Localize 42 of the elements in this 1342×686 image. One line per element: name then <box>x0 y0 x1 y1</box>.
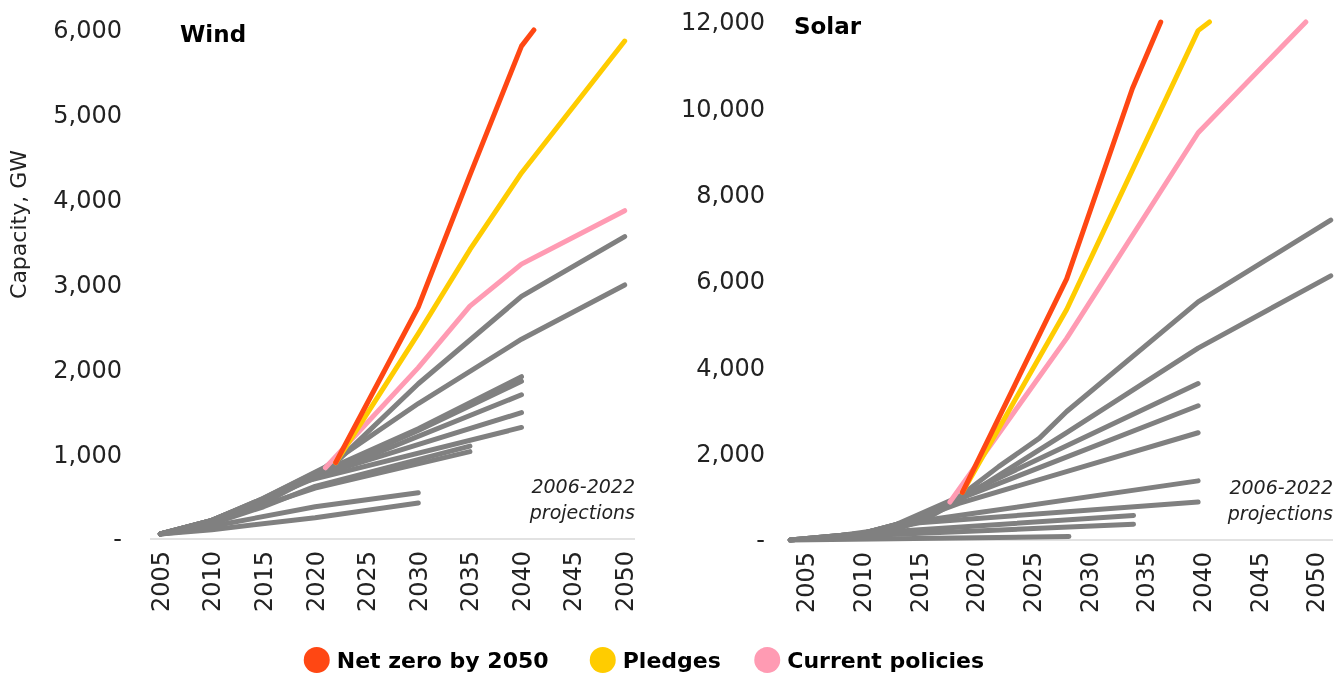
y-tick-label: 10,000 <box>681 94 765 123</box>
x-tick-label: 2015 <box>249 551 278 613</box>
x-tick-label: 2010 <box>198 551 227 613</box>
x-tick-label: 2050 <box>611 551 640 613</box>
annotation: 2006-2022 projections <box>528 475 636 523</box>
x-tick-label: 2020 <box>962 552 991 614</box>
x-tick-label: 2050 <box>1302 552 1331 614</box>
x-tick-label: 2030 <box>404 551 433 613</box>
y-tick-label: 4,000 <box>696 353 765 382</box>
x-tick-label: 2040 <box>1189 552 1218 614</box>
x-tick-label: 2030 <box>1075 552 1104 614</box>
x-tick-label: 2010 <box>849 552 878 614</box>
x-tick-label: 2025 <box>353 551 382 613</box>
x-tick-label: 2020 <box>301 551 330 613</box>
x-tick-label: 2035 <box>456 551 485 613</box>
y-tick-label: 6,000 <box>53 16 122 45</box>
x-tick-label: 2035 <box>1132 552 1161 614</box>
y-tick-label: 5,000 <box>53 101 122 130</box>
chart-title: Wind <box>180 21 247 48</box>
legend-label: Pledges <box>622 647 721 673</box>
x-tick-label: 2040 <box>507 551 536 613</box>
x-tick-label: 2045 <box>559 551 588 613</box>
x-tick-label: 2005 <box>792 552 821 614</box>
y-axis-title: Capacity, GW <box>6 149 31 299</box>
x-tick-label: 2015 <box>905 552 934 614</box>
chart-title: Solar <box>794 13 862 40</box>
y-tick-label: 12,000 <box>681 8 765 37</box>
annotation: 2006-2022 projections <box>1226 476 1334 524</box>
y-tick-label: 2,000 <box>696 440 765 469</box>
y-tick-label: 2,000 <box>53 355 122 384</box>
legend-label: Net zero by 2050 <box>336 647 549 673</box>
y-tick-label: 6,000 <box>696 267 765 296</box>
legend-label: Current policies <box>787 647 985 673</box>
y-tick-label: 3,000 <box>53 270 122 299</box>
y-tick-label: 4,000 <box>53 186 122 215</box>
x-tick-label: 2005 <box>146 551 175 613</box>
x-tick-label: 2045 <box>1245 552 1274 614</box>
x-tick-label: 2025 <box>1019 552 1048 614</box>
y-tick-label: - <box>113 525 122 554</box>
y-tick-label: 1,000 <box>53 440 122 469</box>
y-tick-label: - <box>756 526 765 555</box>
y-tick-label: 8,000 <box>696 181 765 210</box>
